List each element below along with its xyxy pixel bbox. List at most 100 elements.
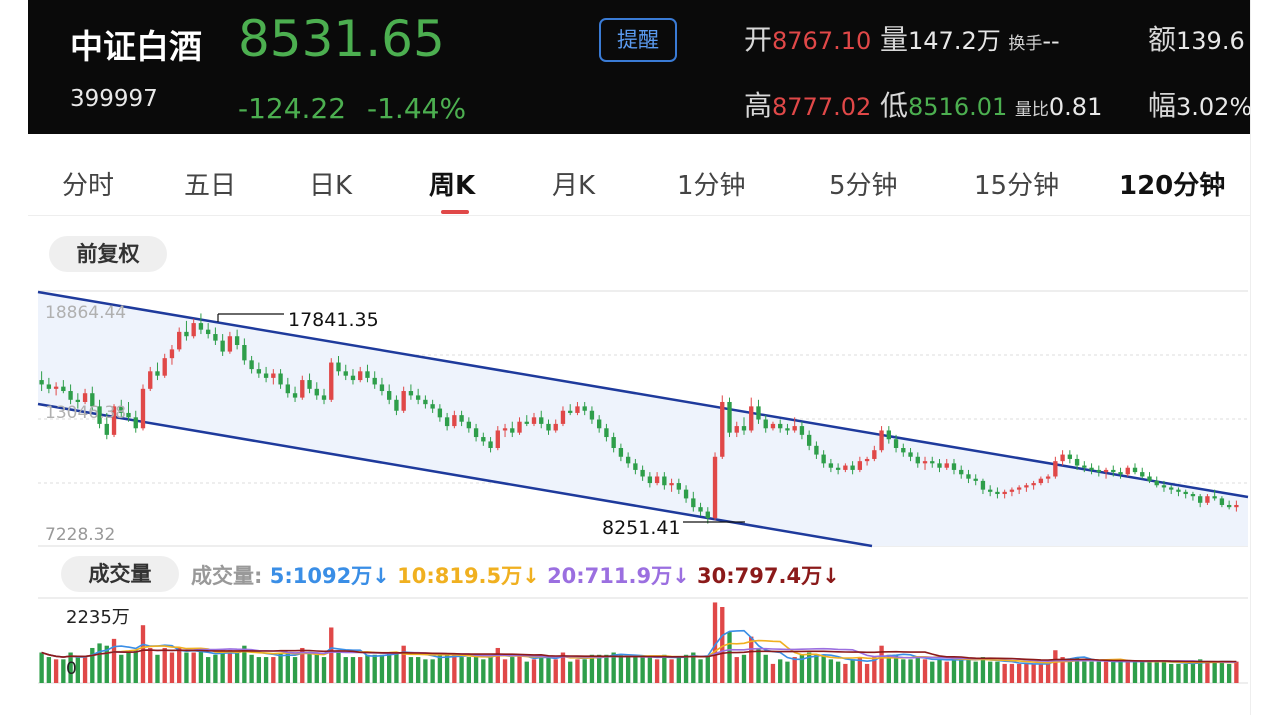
candle-body xyxy=(1103,469,1109,473)
volume-bar xyxy=(922,659,928,683)
candle-body xyxy=(1190,494,1196,497)
remind-button[interactable]: 提醒 xyxy=(599,18,677,62)
volume-bar xyxy=(589,654,595,683)
candle-body xyxy=(220,340,225,352)
candle-body xyxy=(640,469,645,477)
volume-bar xyxy=(1234,661,1239,683)
amp-value: 3.02% xyxy=(1176,93,1250,121)
tab-monthly-k[interactable]: 月K xyxy=(552,171,596,201)
volume-bar xyxy=(61,659,66,683)
candle-body xyxy=(654,476,660,484)
candle-body xyxy=(350,375,356,381)
candle-body xyxy=(1132,467,1138,473)
candle-body xyxy=(698,507,703,512)
min-annotation: 8251.41 xyxy=(602,517,681,539)
volume-bar xyxy=(191,652,196,683)
candle-body xyxy=(597,419,602,429)
volume-ma20: 20:711.9万↓ xyxy=(547,564,690,588)
candle-body xyxy=(988,489,993,492)
volume-bar xyxy=(408,657,414,683)
candle-body xyxy=(749,406,754,431)
volume-bar xyxy=(1176,663,1181,683)
tab-intraday[interactable]: 分时 xyxy=(62,171,115,201)
candle-body xyxy=(1176,489,1181,492)
volume-bar xyxy=(763,654,768,683)
volume-bar xyxy=(901,659,906,683)
volume-bar xyxy=(90,647,95,683)
candle-body xyxy=(263,373,269,378)
volume-bar xyxy=(372,654,377,683)
volume-bar xyxy=(1154,661,1159,683)
volume-bar xyxy=(444,654,450,683)
candle-body xyxy=(792,426,797,431)
volume-bar xyxy=(770,663,776,683)
candle-body xyxy=(495,430,500,449)
volume-bar xyxy=(177,647,182,683)
tab-daily-k[interactable]: 日K xyxy=(309,171,353,201)
candle-body xyxy=(1060,454,1065,462)
volume-bar xyxy=(857,657,863,683)
volume-bar xyxy=(1002,663,1007,683)
volume-bar xyxy=(995,661,1000,683)
candle-body xyxy=(756,406,761,420)
volume-bar xyxy=(227,650,233,683)
volume-bar xyxy=(1118,661,1123,683)
candle-body xyxy=(539,417,544,424)
candle-body xyxy=(1226,504,1232,508)
volume-bar xyxy=(119,654,124,683)
volume-bar xyxy=(597,654,602,683)
volume-bar xyxy=(162,647,167,683)
candle-body xyxy=(329,362,334,400)
tab-15min[interactable]: 15分钟 xyxy=(974,171,1060,201)
volume-bar xyxy=(473,654,479,683)
volume-bar xyxy=(39,652,44,683)
candle-body xyxy=(343,371,348,376)
candle-body xyxy=(966,474,971,479)
candle-body xyxy=(922,461,928,464)
volume-bar xyxy=(82,657,88,683)
adjust-button[interactable]: 前复权 xyxy=(49,236,167,272)
volume-label: 量 xyxy=(880,23,909,56)
candle-body xyxy=(90,393,95,407)
candle-body xyxy=(930,461,935,464)
open-value: 8767.10 xyxy=(772,27,872,55)
volume-button[interactable]: 成交量 xyxy=(61,556,179,592)
volume-bar xyxy=(604,654,609,683)
candle-body xyxy=(1212,496,1217,499)
chevron-down-icon[interactable]: ⌄ xyxy=(1212,172,1226,191)
candle-body xyxy=(1053,461,1058,477)
candle-body xyxy=(1183,491,1188,495)
candle-body xyxy=(510,428,515,433)
candle-body xyxy=(763,419,768,429)
candle-body xyxy=(712,456,718,519)
candle-body xyxy=(647,476,653,484)
left-gutter xyxy=(0,0,28,715)
tab-five-day[interactable]: 五日 xyxy=(184,171,237,201)
candle-body xyxy=(560,410,566,424)
candle-body xyxy=(828,463,834,468)
volume-bar xyxy=(691,652,696,683)
volume-bar xyxy=(466,657,472,683)
candle-body xyxy=(691,498,696,508)
low-value: 8516.01 xyxy=(908,93,1008,121)
candle-body xyxy=(850,465,855,470)
candle-body xyxy=(227,336,233,352)
volume-bar xyxy=(618,654,624,683)
volume-bar xyxy=(1089,661,1094,683)
volume-bar xyxy=(806,652,812,683)
volume-ma-group xyxy=(41,629,1237,665)
volume-bar xyxy=(358,657,363,683)
tab-1min[interactable]: 1分钟 xyxy=(677,171,746,201)
active-tab-indicator xyxy=(441,210,469,214)
candle-body xyxy=(444,417,450,427)
volume-bar xyxy=(835,661,841,683)
tab-5min[interactable]: 5分钟 xyxy=(829,171,898,201)
tab-120min[interactable]: 120分钟 xyxy=(1119,171,1226,201)
volume-bar xyxy=(1147,661,1152,683)
volume-bar xyxy=(611,652,616,683)
tab-weekly-k[interactable]: 周K xyxy=(429,171,476,201)
volume-bar xyxy=(1125,661,1130,683)
volume-legend-label: 成交量: xyxy=(191,564,263,588)
volume-bar xyxy=(937,659,942,683)
